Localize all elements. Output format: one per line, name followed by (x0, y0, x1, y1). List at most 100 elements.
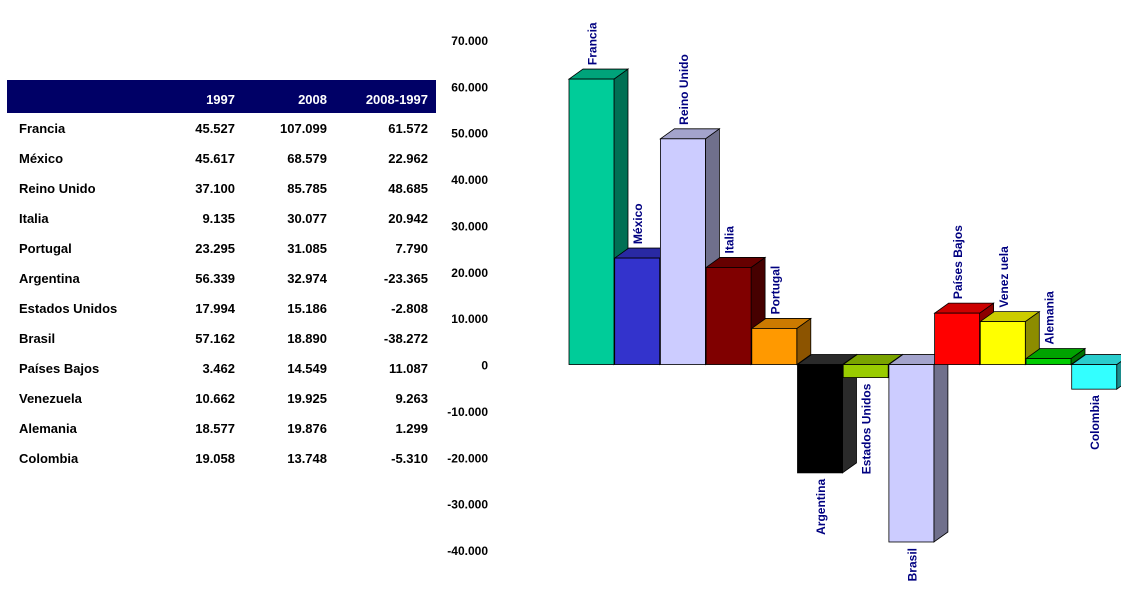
value-2008-cell: 14.549 (287, 360, 327, 376)
bar (750, 317, 813, 366)
difference-cell: -23.365 (383, 270, 428, 286)
bar-label: Italia (723, 226, 737, 254)
value-1997-cell: 56.339 (195, 270, 235, 286)
bar (1024, 347, 1087, 366)
difference-cell: 20.942 (388, 210, 428, 226)
bar-front-face (797, 364, 843, 474)
country-cell: Colombia (19, 450, 79, 466)
y-tick-label: 60.000 (451, 80, 488, 94)
table-row: Colombia 19.058 13.748 -5.310 (7, 443, 436, 473)
y-tick-label: 50.000 (451, 127, 488, 141)
bar-front-face (979, 321, 1026, 365)
bars (567, 68, 1121, 543)
bar-label: Argentina (814, 479, 828, 535)
country-cell: Venezuela (19, 390, 82, 406)
y-tick-label: 30.000 (451, 219, 488, 233)
value-2008-cell: 13.748 (287, 450, 327, 466)
bar-label: Colombia (1088, 395, 1102, 450)
value-1997-cell: 10.662 (195, 390, 235, 406)
table-row: Estados Unidos 17.994 15.186 -2.808 (7, 293, 436, 323)
difference-cell: 61.572 (388, 120, 428, 136)
bar-label: México (631, 203, 645, 244)
difference-cell: -2.808 (391, 300, 428, 316)
country-cell: Portugal (19, 240, 72, 256)
bar (659, 128, 721, 366)
bar-front-face (705, 267, 752, 365)
country-cell: Alemania (19, 420, 77, 436)
y-tick-label: 0 (481, 359, 488, 373)
value-1997-cell: 19.058 (195, 450, 235, 466)
value-1997-cell: 3.462 (202, 360, 235, 376)
value-2008-cell: 19.876 (287, 420, 327, 436)
bar-front-face (1071, 364, 1118, 390)
bar (796, 353, 858, 474)
table-row: Argentina 56.339 32.974 -23.365 (7, 263, 436, 293)
value-2008-cell: 31.085 (287, 240, 327, 256)
bar-front-face (934, 312, 981, 365)
table-row: Francia 45.527 107.099 61.572 (7, 113, 436, 143)
table-row: México 45.617 68.579 22.962 (7, 143, 436, 173)
header-cell-country (7, 80, 139, 113)
table-row: Alemania 18.577 19.876 1.299 (7, 413, 436, 443)
bar-label: Alemania (1043, 291, 1057, 345)
table-row: Países Bajos 3.462 14.549 11.087 (7, 353, 436, 383)
bar-side-face (933, 353, 949, 543)
y-tick-label: -40.000 (447, 544, 488, 558)
y-tick-label: 40.000 (451, 173, 488, 187)
value-1997-cell: 9.135 (202, 210, 235, 226)
y-tick-label: -30.000 (447, 498, 488, 512)
country-cell: Estados Unidos (19, 300, 118, 316)
country-cell: Francia (19, 120, 66, 136)
country-cell: Italia (19, 210, 49, 226)
value-2008-cell: 85.785 (287, 180, 327, 196)
country-cell: México (19, 150, 64, 166)
value-1997-cell: 57.162 (195, 330, 235, 346)
difference-cell: 9.263 (395, 390, 428, 406)
bar-label: Estados Unidos (860, 383, 874, 474)
value-2008-cell: 32.974 (287, 270, 327, 286)
bar-label: Brasil (905, 548, 919, 581)
value-2008-cell: 15.186 (287, 300, 327, 316)
bar-front-face (568, 78, 615, 365)
value-2008-cell: 18.890 (287, 330, 327, 346)
bar-front-face (842, 364, 889, 378)
bar-label: Venez uela (997, 246, 1011, 308)
difference-cell: 22.962 (388, 150, 428, 166)
y-tick-label: -10.000 (447, 405, 488, 419)
table-row: Brasil 57.162 18.890 -38.272 (7, 323, 436, 353)
difference-cell: 7.790 (395, 240, 428, 256)
value-2008-cell: 30.077 (287, 210, 327, 226)
y-tick-label: -20.000 (447, 451, 488, 465)
bar-label: Reino Unido (677, 54, 691, 125)
y-tick-label: 20.000 (451, 266, 488, 280)
value-1997-cell: 45.527 (195, 120, 235, 136)
bar-label: Países Bajos (951, 225, 965, 299)
header-cell-2008: 2008 (298, 92, 327, 107)
table-row: Reino Unido 37.100 85.785 48.685 (7, 173, 436, 203)
header-cell-diff: 2008-1997 (365, 92, 428, 107)
difference-cell: 48.685 (388, 180, 428, 196)
bar-front-face (614, 257, 661, 365)
value-1997-cell: 18.577 (195, 420, 235, 436)
difference-cell: 1.299 (395, 420, 428, 436)
y-tick-label: 10.000 (451, 312, 488, 326)
table-header-row: 1997 2008 2008-1997 (7, 80, 436, 113)
value-1997-cell: 45.617 (195, 150, 235, 166)
table-row: Italia 9.135 30.077 20.942 (7, 203, 436, 233)
difference-cell: 11.087 (388, 360, 428, 376)
bar-label: Portugal (768, 266, 782, 315)
value-1997-cell: 23.295 (195, 240, 235, 256)
y-axis: 70.000 60.000 50.000 40.000 30.000 20.000 10.0… (447, 34, 488, 558)
difference-cell: -5.310 (391, 450, 428, 466)
data-table: 1997 2008 2008-1997 Francia 45.527 107.099… (7, 80, 436, 473)
header-cell-1997: 1997 (206, 92, 235, 107)
country-cell: Brasil (19, 330, 56, 346)
bar (979, 310, 1041, 366)
country-cell: Países Bajos (19, 360, 100, 376)
y-tick-label: 70.000 (451, 34, 488, 48)
value-1997-cell: 17.994 (195, 300, 235, 316)
table-row: Portugal 23.295 31.085 7.790 (7, 233, 436, 263)
difference-cell: -38.272 (383, 330, 428, 346)
bar-labels: Francia México Reino Unido Italia Portugal Ar… (586, 22, 1103, 581)
bar-front-face (1025, 358, 1072, 365)
